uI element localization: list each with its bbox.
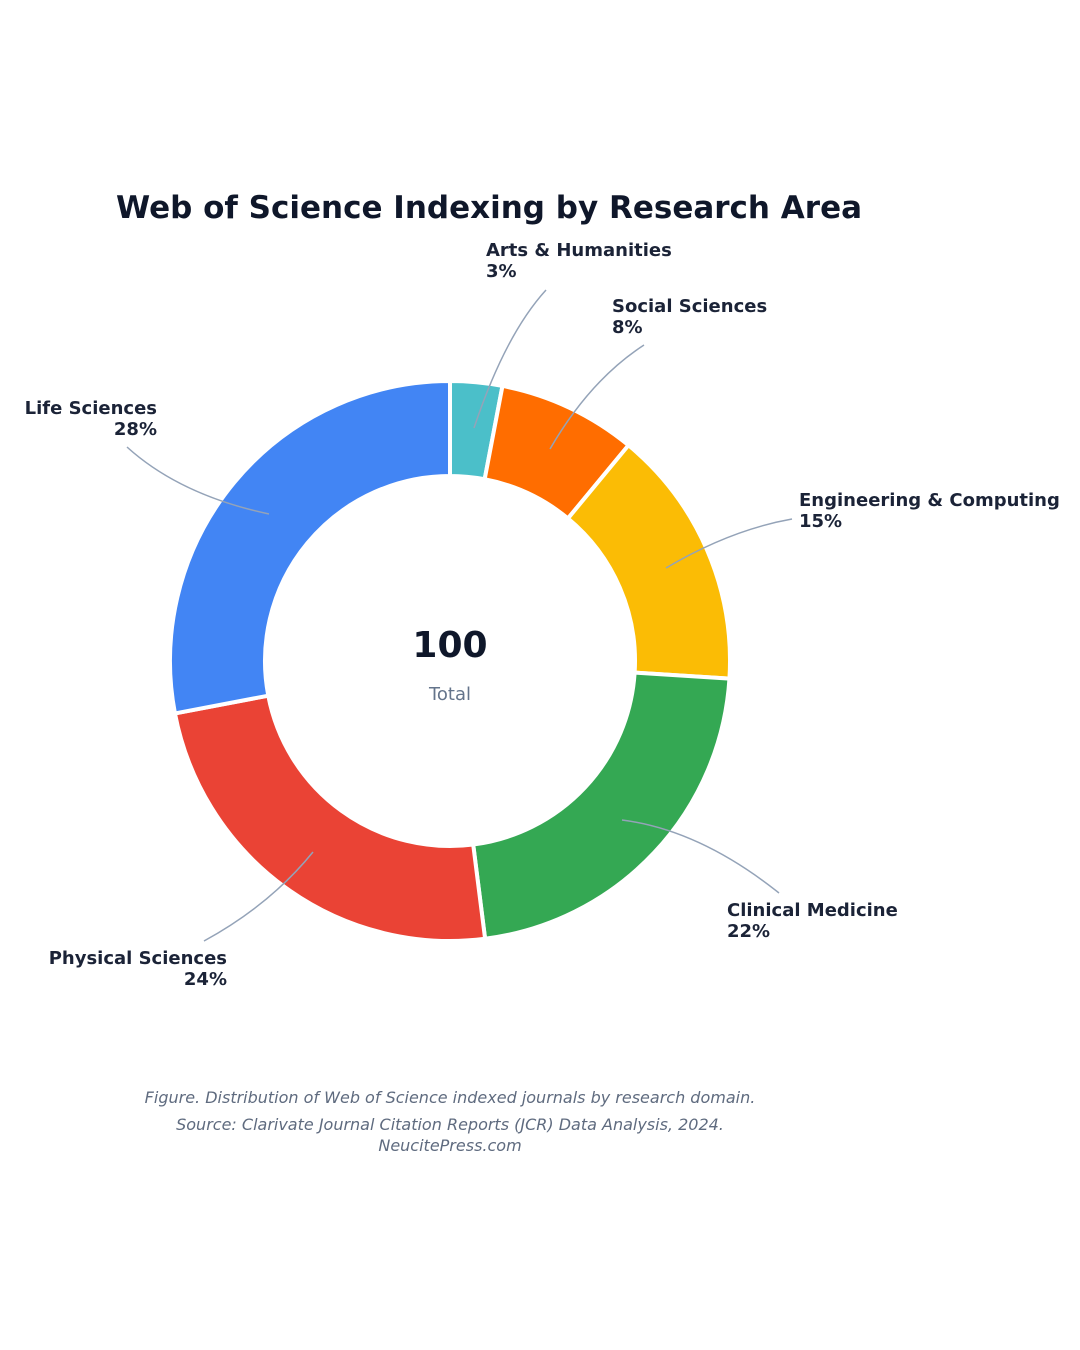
center-total-value: 100 [412,625,487,666]
slice-4 [172,693,488,943]
slice-5 [168,379,452,716]
leader-line-0 [473,289,547,429]
slice-label-0: Arts & Humanities [486,240,672,261]
slice-label-3: Clinical Medicine [727,900,898,921]
slice-value-label-0: 3% [486,261,517,282]
donut-slices [168,379,732,943]
leader-line-4 [203,851,314,942]
figure-publisher: NeucitePress.com [378,1136,522,1155]
slice-value-label-4: 24% [184,969,227,990]
leader-line-3 [621,819,780,894]
slice-label-5: Life Sciences [25,398,157,419]
leader-lines [126,289,793,942]
slice-label-1: Social Sciences [612,296,767,317]
slice-value-label-3: 22% [727,921,770,942]
slice-3 [471,670,732,941]
leader-line-2 [665,518,793,569]
slice-label-2: Engineering & Computing [799,490,1060,511]
center-total-label: Total [428,684,471,705]
leader-line-5 [126,446,270,515]
slice-label-4: Physical Sciences [49,948,227,969]
slice-value-label-2: 15% [799,511,842,532]
leader-line-1 [549,344,645,450]
figure-caption: Figure. Distribution of Web of Science i… [144,1088,756,1107]
slice-value-label-1: 8% [612,317,643,338]
slice-value-label-5: 28% [114,419,157,440]
chart-title: Web of Science Indexing by Research Area [116,190,862,226]
figure-source: Source: Clarivate Journal Citation Repor… [176,1115,724,1134]
